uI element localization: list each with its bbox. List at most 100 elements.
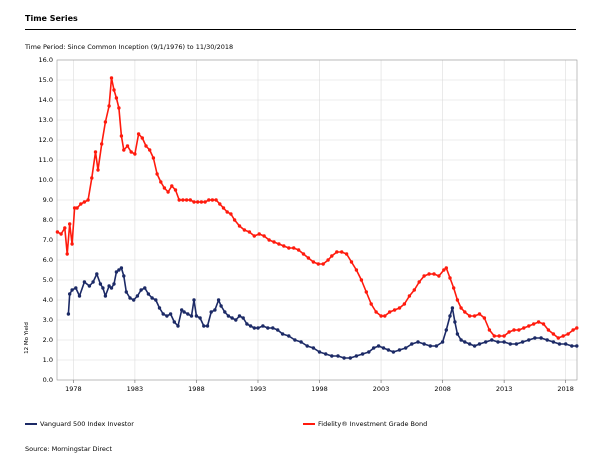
data-point-vanguard [434,344,439,348]
data-point-vanguard [112,282,116,286]
data-point-fidelity [340,250,344,254]
data-point-fidelity [561,334,565,338]
gridlines [57,59,577,381]
data-point-fidelity [199,200,204,204]
data-point-vanguard [226,314,231,318]
y-tick-label: 4.0 [43,296,53,304]
data-point-vanguard [342,356,346,360]
data-point-fidelity [412,288,416,292]
data-point-fidelity [527,324,531,328]
data-point-vanguard [139,288,143,292]
data-point-fidelity [192,200,196,204]
data-point-vanguard [336,354,340,358]
data-point-vanguard [484,340,488,344]
data-point-vanguard [317,350,322,354]
data-point-vanguard [101,286,105,290]
data-point-fidelity [427,272,431,276]
data-point-fidelity [402,302,407,306]
legend-label-fidelity: Fidelity® Investment Grade Bond [318,420,428,428]
data-point-fidelity [437,274,441,278]
data-point-fidelity [203,200,207,204]
data-point-fidelity [173,188,178,192]
data-point-fidelity [335,250,339,254]
x-axis-ticks: 1978 1983 1988 1993 1998 2003 2008 2013 2018 [65,380,574,393]
series-layer [55,76,579,360]
data-point-vanguard [237,314,242,318]
data-point-vanguard [372,346,376,350]
y-tick-label: 9.0 [43,196,53,204]
data-point-fidelity [551,332,556,336]
data-point-vanguard [533,336,537,340]
data-point-vanguard [520,340,525,344]
data-point-vanguard [248,324,253,328]
data-point-vanguard [348,356,352,360]
data-point-fidelity [79,202,83,206]
y-tick-label: 15.0 [39,76,53,84]
data-point-fidelity [536,320,541,324]
data-point-fidelity [55,230,60,234]
data-point-fidelity [354,268,359,272]
data-point-vanguard [287,334,291,338]
data-point-vanguard [472,344,477,348]
data-point-fidelity [487,328,492,332]
data-point-fidelity [556,336,560,340]
x-tick-label: 2008 [434,385,451,393]
data-point-fidelity [100,142,104,146]
data-point-vanguard [241,316,245,320]
data-point-vanguard [82,280,87,284]
data-point-fidelity [155,172,159,176]
data-point-vanguard [180,308,184,312]
data-point-fidelity [114,96,119,100]
data-point-vanguard [198,316,202,320]
data-point-vanguard [103,294,108,298]
data-point-fidelity [296,248,301,252]
data-point-fidelity [392,308,397,312]
data-point-fidelity [326,258,330,262]
data-point-vanguard [107,284,111,288]
data-point-fidelity [444,266,448,270]
data-point-fidelity [287,246,291,250]
data-point-fidelity [267,238,271,242]
data-point-vanguard [154,298,158,302]
data-point-vanguard [416,340,420,344]
data-point-vanguard [216,298,221,302]
data-point-fidelity [497,334,501,338]
data-point-vanguard [376,344,381,348]
x-tick-label: 1978 [65,385,82,393]
data-point-fidelity [374,310,378,314]
data-point-fidelity [359,278,364,282]
data-point-vanguard [150,296,154,300]
y-tick-label: 7.0 [43,236,53,244]
data-point-fidelity [148,148,152,152]
data-point-fidelity [170,184,174,188]
data-point-vanguard [367,350,371,354]
data-point-vanguard [189,314,194,318]
data-point-fidelity [82,200,87,204]
y-tick-label: 16.0 [39,56,53,64]
data-point-fidelity [252,234,256,238]
data-point-fidelity [344,252,349,256]
data-point-vanguard [271,326,275,330]
data-point-fidelity [117,106,121,110]
data-point-vanguard [186,312,190,316]
data-point-fidelity [103,120,108,124]
data-point-fidelity [477,312,482,316]
data-point-fidelity [432,272,436,276]
plot-area-frame [56,59,578,381]
y-tick-label: 3.0 [43,316,53,324]
data-point-vanguard [444,328,448,332]
data-point-fidelity [196,200,200,204]
data-point-vanguard [280,332,285,336]
data-point-vanguard [68,292,72,296]
y-tick-label: 11.0 [39,156,53,164]
data-point-vanguard [66,312,71,316]
y-tick-label: 13.0 [39,116,53,124]
data-point-fidelity [522,326,526,330]
data-point-fidelity [144,144,148,148]
data-point-fidelity [541,322,546,326]
data-point-fidelity [472,314,477,318]
data-point-vanguard [128,296,132,300]
data-point-fidelity [72,206,77,210]
legend-label-vanguard: Vanguard 500 Index Investor [40,420,134,428]
data-point-vanguard [381,346,386,350]
